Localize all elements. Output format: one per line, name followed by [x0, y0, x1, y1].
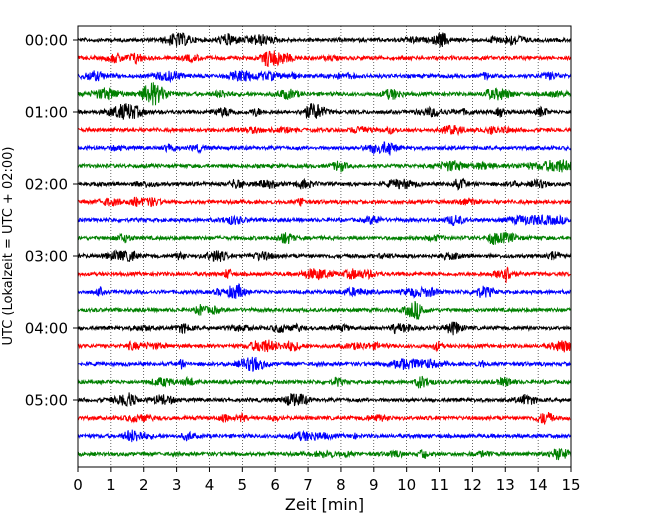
x-tick-label: 7	[303, 476, 313, 494]
x-axis-ticks: 0 1 2 3 4 5 6 7 8 9 10 11 12 13 14 15	[73, 467, 581, 494]
trace-row-0000	[77, 32, 572, 48]
trace-row-0430	[77, 356, 572, 372]
y-axis-label: UTC (Lokalzeit = UTC + 02:00)	[1, 147, 16, 346]
trace-row-0330	[77, 283, 572, 299]
y-tick-label: 02:00	[25, 176, 68, 194]
trace-row-0400	[77, 321, 572, 336]
trace-row-0515	[77, 411, 572, 425]
x-tick-label: 14	[529, 476, 548, 494]
trace-row-0215	[77, 196, 572, 208]
x-tick-label: 9	[369, 476, 379, 494]
trace-row-0415	[77, 339, 572, 353]
trace-row-0200	[77, 177, 572, 191]
x-tick-label: 2	[139, 476, 149, 494]
x-tick-label: 4	[205, 476, 215, 494]
trace-row-0530	[77, 429, 572, 443]
trace-row-0045	[77, 82, 572, 106]
x-tick-label: 0	[73, 476, 83, 494]
trace-row-0130	[77, 141, 572, 156]
y-tick-label: 01:00	[25, 104, 68, 122]
trace-row-0315	[77, 266, 572, 283]
y-tick-label: 04:00	[25, 320, 68, 338]
x-tick-label: 12	[463, 476, 482, 494]
x-axis-label: Zeit [min]	[285, 495, 364, 514]
axes-frame	[77, 25, 572, 468]
y-tick-label: 00:00	[25, 32, 68, 50]
trace-row-0300	[77, 249, 572, 262]
trace-row-0100	[77, 102, 572, 120]
x-tick-label: 6	[270, 476, 280, 494]
trace-row-0345	[77, 300, 572, 321]
y-tick-label: 03:00	[25, 248, 68, 266]
trace-row-0015	[77, 50, 572, 67]
trace-rows	[77, 32, 572, 461]
trace-row-0445	[77, 375, 572, 389]
y-tick-label: 05:00	[25, 392, 68, 410]
trace-row-0115	[77, 124, 572, 137]
x-tick-label: 15	[561, 476, 580, 494]
trace-row-0500	[77, 392, 572, 407]
trace-row-0030	[77, 69, 572, 84]
x-tick-label: 5	[238, 476, 248, 494]
x-tick-label: 10	[397, 476, 416, 494]
x-tick-label: 3	[172, 476, 182, 494]
x-tick-label: 8	[336, 476, 346, 494]
trace-row-0545	[77, 447, 572, 461]
x-tick-label: 1	[106, 476, 116, 494]
y-axis-ticks: 00:00 01:00 02:00 03:00 04:00 05:00	[25, 32, 78, 410]
x-tick-label: 11	[430, 476, 449, 494]
trace-row-0245	[77, 231, 572, 246]
trace-row-0145	[77, 159, 572, 173]
x-tick-label: 13	[496, 476, 515, 494]
trace-row-0230	[77, 213, 572, 227]
